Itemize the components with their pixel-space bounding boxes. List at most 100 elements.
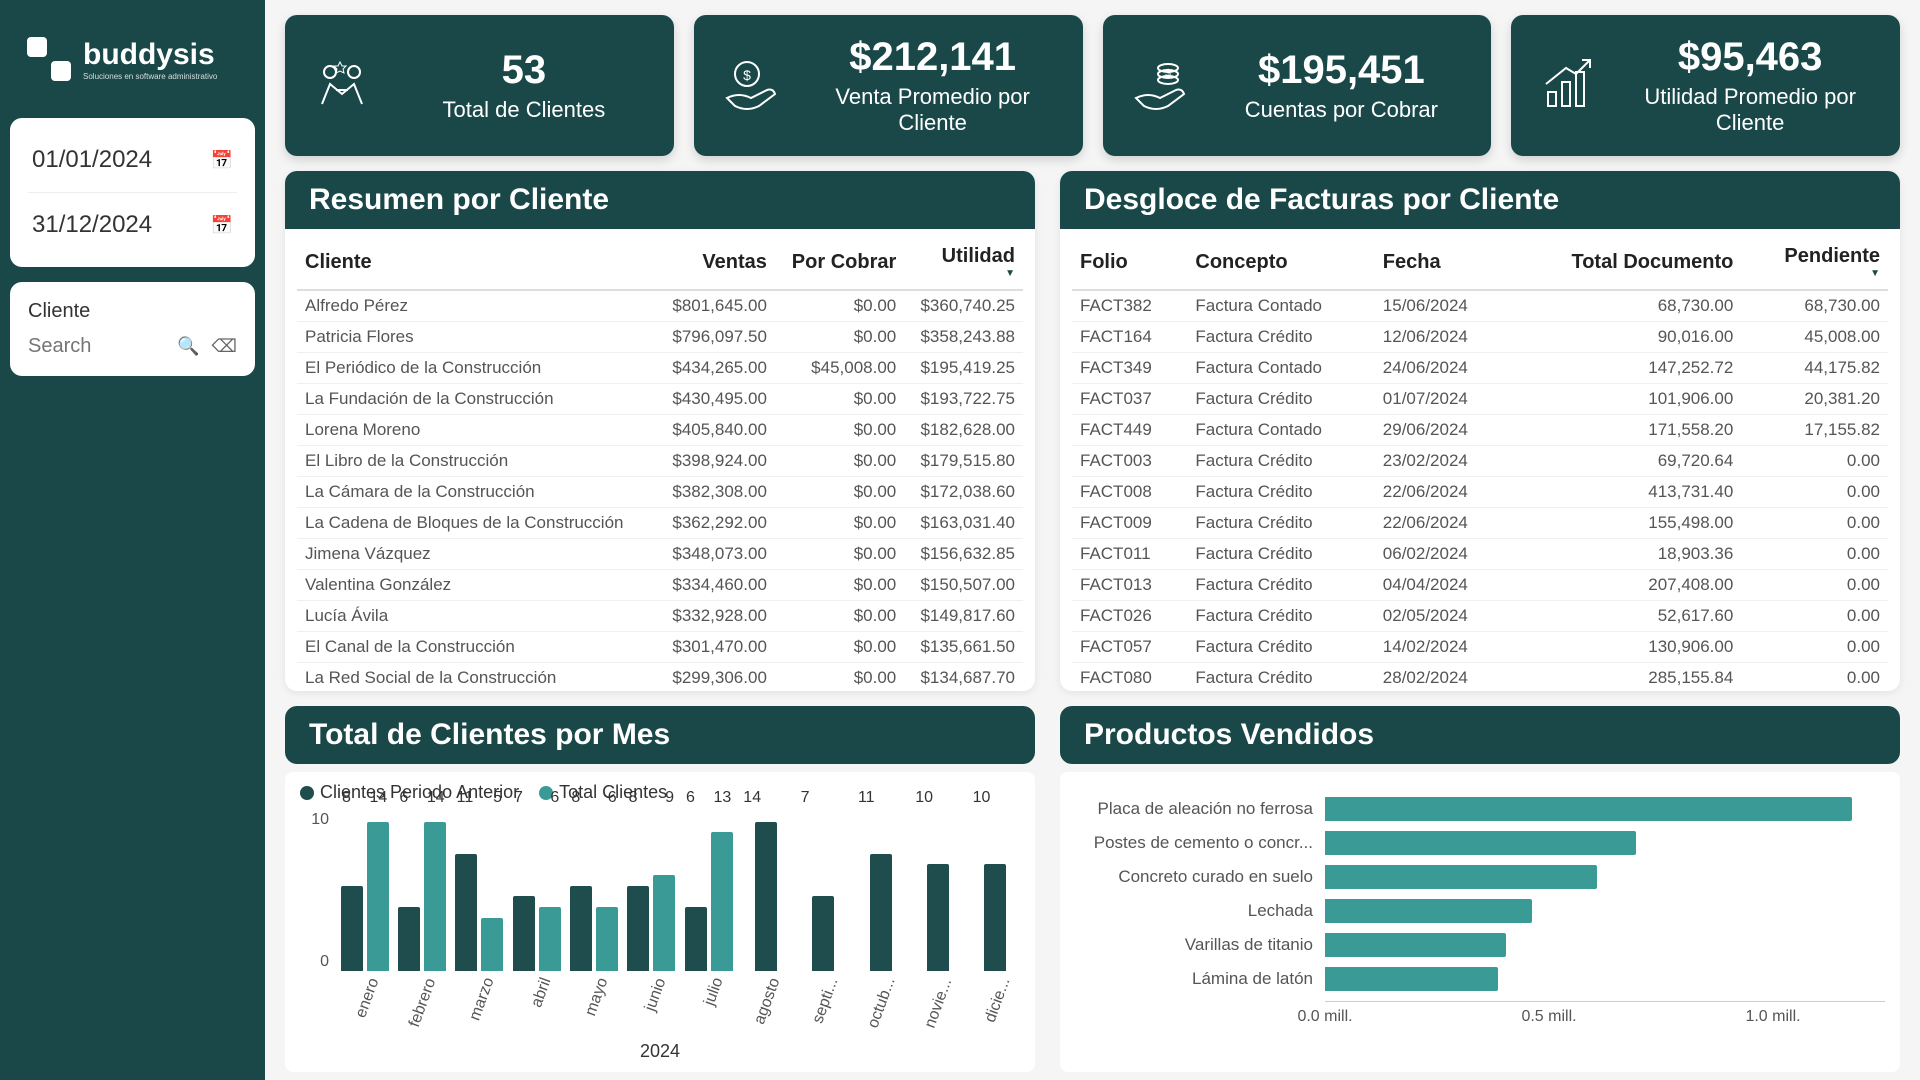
column-header[interactable]: Ventas	[656, 235, 775, 290]
calendar-icon[interactable]: 📅	[211, 215, 233, 236]
date-from-input[interactable]: 01/01/2024 📅	[28, 136, 237, 193]
table-row[interactable]: FACT037Factura Crédito01/07/2024101,906.…	[1072, 384, 1888, 415]
month-bar-group: 89	[627, 811, 676, 971]
date-range-box: 01/01/2024 📅 31/12/2024 📅	[10, 118, 255, 267]
table-cell: Factura Contado	[1187, 290, 1374, 322]
kpi-utilidad-promedio: $95,463 Utilidad Promedio por Cliente	[1511, 15, 1900, 156]
hbar-row: Lechada	[1075, 899, 1865, 923]
table-row[interactable]: El Canal de la Construcción$301,470.00$0…	[297, 632, 1023, 663]
bar-curr[interactable]: 14	[367, 822, 389, 971]
table-cell: $332,928.00	[656, 601, 775, 632]
hbar-row: Varillas de titanio	[1075, 933, 1865, 957]
kpi-total-clientes: 53 Total de Clientes	[285, 15, 674, 156]
table-row[interactable]: Lucía Ávila$332,928.00$0.00$149,817.60	[297, 601, 1023, 632]
kpi-cuentas-cobrar: $ $195,451 Cuentas por Cobrar	[1103, 15, 1492, 156]
table-cell: $182,628.00	[904, 415, 1023, 446]
table-row[interactable]: El Libro de la Construcción$398,924.00$0…	[297, 446, 1023, 477]
table-row[interactable]: FACT008Factura Crédito22/06/2024413,731.…	[1072, 477, 1888, 508]
table-row[interactable]: FACT011Factura Crédito06/02/202418,903.3…	[1072, 539, 1888, 570]
table-row[interactable]: La Red Social de la Construcción$299,306…	[297, 663, 1023, 692]
hbar-fill[interactable]	[1325, 967, 1498, 991]
bar-prev[interactable]: 10	[927, 864, 949, 971]
bar-curr[interactable]: 13	[711, 832, 733, 971]
search-icon[interactable]: 🔍	[177, 336, 199, 357]
table-cell: $0.00	[775, 663, 904, 692]
table-row[interactable]: La Cadena de Bloques de la Construcción$…	[297, 508, 1023, 539]
table-row[interactable]: FACT382Factura Contado15/06/202468,730.0…	[1072, 290, 1888, 322]
hbar-fill[interactable]	[1325, 899, 1532, 923]
table-cell: Factura Crédito	[1187, 508, 1374, 539]
hbar-fill[interactable]	[1325, 865, 1597, 889]
column-header[interactable]: Folio	[1072, 235, 1187, 290]
table-row[interactable]: FACT026Factura Crédito02/05/202452,617.6…	[1072, 601, 1888, 632]
table-cell: $0.00	[775, 570, 904, 601]
table-cell: La Cámara de la Construcción	[297, 477, 656, 508]
hbar-label: Postes de cemento o concr...	[1075, 833, 1325, 853]
table-row[interactable]: La Fundación de la Construcción$430,495.…	[297, 384, 1023, 415]
column-header[interactable]: Cliente	[297, 235, 656, 290]
table-row[interactable]: FACT164Factura Crédito12/06/202490,016.0…	[1072, 322, 1888, 353]
bar-curr[interactable]: 6	[539, 907, 561, 971]
table-row[interactable]: FACT057Factura Crédito14/02/2024130,906.…	[1072, 632, 1888, 663]
table-cell: 413,731.40	[1508, 477, 1742, 508]
bar-prev[interactable]: 14	[755, 822, 777, 971]
bar-prev[interactable]: 8	[627, 886, 649, 971]
bar-prev[interactable]: 10	[984, 864, 1006, 971]
table-cell: 17,155.82	[1741, 415, 1888, 446]
facturas-body[interactable]: FolioConceptoFechaTotal DocumentoPendien…	[1060, 229, 1900, 691]
table-row[interactable]: FACT080Factura Crédito28/02/2024285,155.…	[1072, 663, 1888, 692]
column-header[interactable]: Por Cobrar	[775, 235, 904, 290]
table-row[interactable]: FACT449Factura Contado29/06/2024171,558.…	[1072, 415, 1888, 446]
table-row[interactable]: Jimena Vázquez$348,073.00$0.00$156,632.8…	[297, 539, 1023, 570]
kpi-row: 53 Total de Clientes$ $212,141 Venta Pro…	[285, 15, 1900, 156]
bar-curr[interactable]: 9	[653, 875, 675, 971]
table-cell: $0.00	[775, 322, 904, 353]
legend-item[interactable]: Clientes Periodo Anterior	[300, 782, 519, 803]
column-header[interactable]: Pendiente▼	[1741, 235, 1888, 290]
bar-prev[interactable]: 7	[812, 896, 834, 971]
table-cell: 18,903.36	[1508, 539, 1742, 570]
date-to-input[interactable]: 31/12/2024 📅	[28, 201, 237, 249]
main-content: 53 Total de Clientes$ $212,141 Venta Pro…	[265, 0, 1920, 1080]
bar-curr[interactable]: 14	[424, 822, 446, 971]
bar-curr[interactable]: 6	[596, 907, 618, 971]
table-row[interactable]: La Cámara de la Construcción$382,308.00$…	[297, 477, 1023, 508]
table-row[interactable]: FACT013Factura Crédito04/04/2024207,408.…	[1072, 570, 1888, 601]
hbar-fill[interactable]	[1325, 831, 1636, 855]
column-header[interactable]: Total Documento	[1508, 235, 1742, 290]
handshake-icon	[310, 54, 374, 118]
column-header[interactable]: Utilidad▼	[904, 235, 1023, 290]
table-row[interactable]: FACT003Factura Crédito23/02/202469,720.6…	[1072, 446, 1888, 477]
bar-curr[interactable]: 5	[481, 918, 503, 971]
hbar-fill[interactable]	[1325, 797, 1852, 821]
table-row[interactable]: Lorena Moreno$405,840.00$0.00$182,628.00	[297, 415, 1023, 446]
table-cell: Factura Crédito	[1187, 384, 1374, 415]
table-cell: La Fundación de la Construcción	[297, 384, 656, 415]
table-row[interactable]: Alfredo Pérez$801,645.00$0.00$360,740.25	[297, 290, 1023, 322]
column-header[interactable]: Concepto	[1187, 235, 1374, 290]
hbar-fill[interactable]	[1325, 933, 1506, 957]
table-row[interactable]: Patricia Flores$796,097.50$0.00$358,243.…	[297, 322, 1023, 353]
bar-prev[interactable]: 6	[398, 907, 420, 971]
table-cell: Factura Crédito	[1187, 601, 1374, 632]
bar-prev[interactable]: 8	[341, 886, 363, 971]
legend-dot	[300, 786, 314, 800]
table-row[interactable]: Valentina González$334,460.00$0.00$150,5…	[297, 570, 1023, 601]
bar-prev[interactable]: 7	[513, 896, 535, 971]
bar-prev[interactable]: 6	[685, 907, 707, 971]
column-header[interactable]: Fecha	[1375, 235, 1508, 290]
client-search-input[interactable]	[28, 335, 165, 358]
bar-value-label: 14	[370, 789, 388, 807]
bar-prev[interactable]: 8	[570, 886, 592, 971]
calendar-icon[interactable]: 📅	[211, 150, 233, 171]
erase-icon[interactable]: ⌫	[212, 336, 237, 357]
table-row[interactable]: FACT009Factura Crédito22/06/2024155,498.…	[1072, 508, 1888, 539]
table-row[interactable]: El Periódico de la Construcción$434,265.…	[297, 353, 1023, 384]
bar-prev[interactable]: 11	[455, 854, 477, 971]
bar-prev[interactable]: 11	[870, 854, 892, 971]
resumen-body[interactable]: ClienteVentasPor CobrarUtilidad▼ Alfredo…	[285, 229, 1035, 691]
table-cell: $179,515.80	[904, 446, 1023, 477]
bar-value-label: 14	[743, 789, 761, 807]
bar-value-label: 10	[915, 789, 933, 807]
table-row[interactable]: FACT349Factura Contado24/06/2024147,252.…	[1072, 353, 1888, 384]
